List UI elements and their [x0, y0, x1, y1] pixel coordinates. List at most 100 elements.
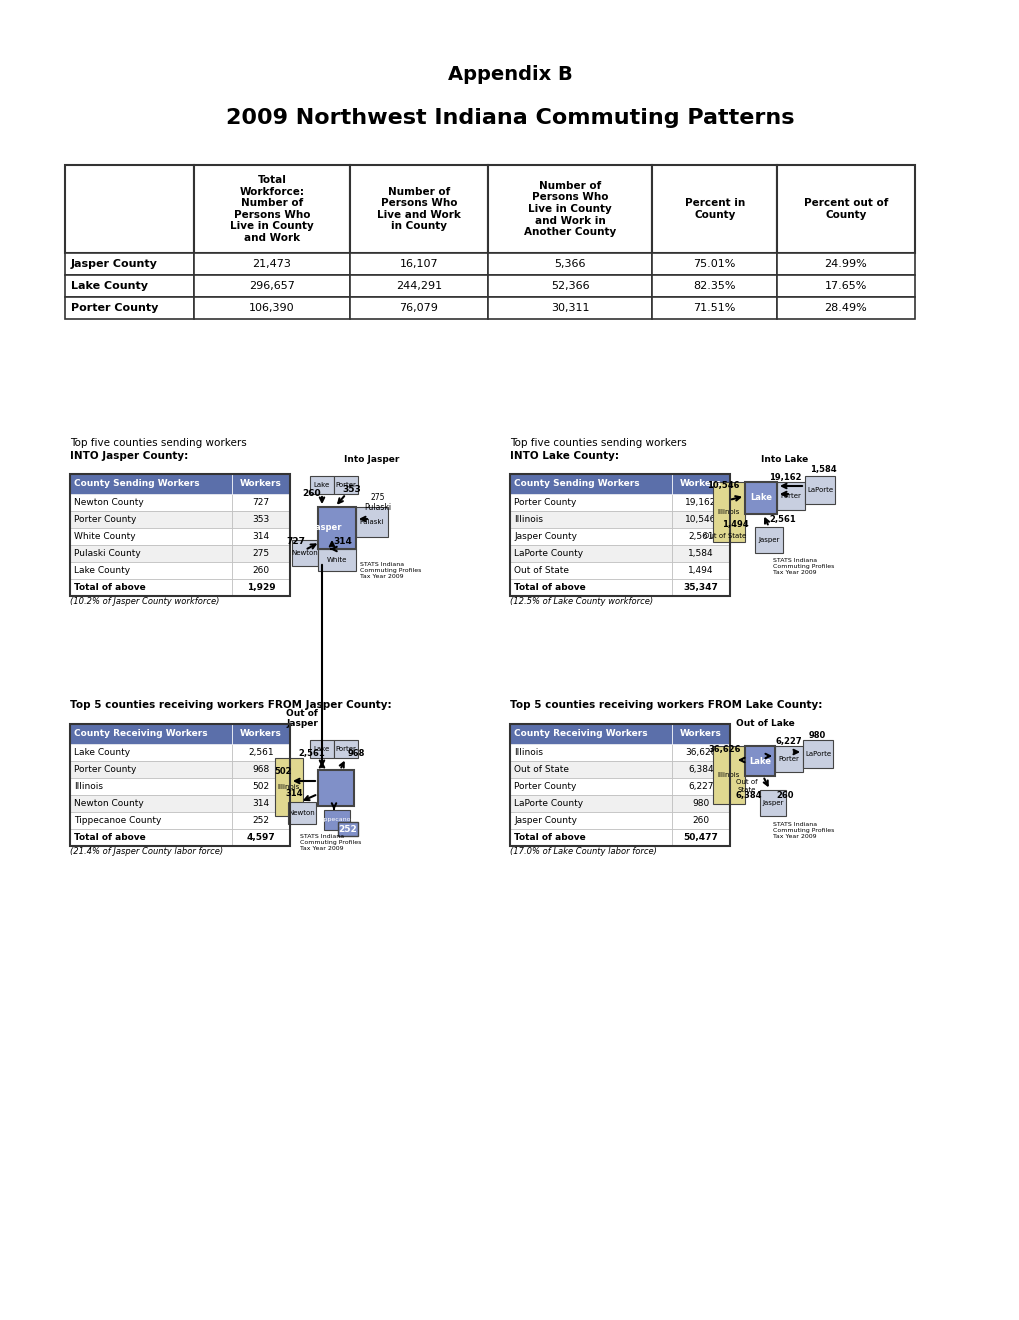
Text: White: White — [326, 557, 346, 564]
Text: Into Lake: Into Lake — [760, 455, 808, 465]
Text: STATS Indiana
Commuting Profiles
Tax Year 2009: STATS Indiana Commuting Profiles Tax Yea… — [772, 822, 834, 838]
Bar — [776, 165, 914, 253]
Bar — [744, 482, 776, 513]
Bar — [802, 741, 833, 768]
Bar — [510, 545, 672, 562]
Bar — [70, 494, 231, 511]
Text: County Receiving Workers: County Receiving Workers — [74, 730, 208, 738]
Bar — [318, 770, 354, 807]
Text: INTO Jasper County:: INTO Jasper County: — [70, 451, 189, 461]
Text: Top 5 counties receiving workers FROM Lake County:: Top 5 counties receiving workers FROM La… — [510, 700, 821, 710]
Text: Out of
Jasper: Out of Jasper — [285, 709, 318, 729]
Text: (21.4% of Jasper County labor force): (21.4% of Jasper County labor force) — [70, 847, 223, 855]
Bar — [356, 507, 387, 537]
Bar — [70, 579, 231, 597]
Bar — [487, 297, 652, 319]
Bar — [65, 275, 194, 297]
Text: (17.0% of Lake County labor force): (17.0% of Lake County labor force) — [510, 847, 656, 855]
Text: Illinois: Illinois — [717, 772, 740, 777]
Text: 36,626: 36,626 — [685, 748, 716, 756]
Text: Number of
Persons Who
Live and Work
in County: Number of Persons Who Live and Work in C… — [376, 186, 461, 231]
Bar — [672, 744, 730, 762]
Text: Newton County: Newton County — [74, 799, 144, 808]
Bar — [70, 474, 289, 597]
Bar — [231, 723, 289, 744]
Text: 19,162: 19,162 — [685, 498, 716, 507]
Text: INTO Lake County:: INTO Lake County: — [510, 451, 619, 461]
Text: Out of Lake: Out of Lake — [735, 719, 794, 729]
Bar — [672, 795, 730, 812]
Text: Jasper County: Jasper County — [514, 532, 577, 541]
Text: 314: 314 — [252, 532, 269, 541]
Text: 314: 314 — [285, 789, 303, 799]
Text: Porter County: Porter County — [514, 781, 576, 791]
Bar — [776, 275, 914, 297]
Text: 252: 252 — [253, 816, 269, 825]
Bar — [672, 777, 730, 795]
Text: Top five counties sending workers: Top five counties sending workers — [70, 438, 247, 447]
Text: 727: 727 — [252, 498, 269, 507]
Text: 2,561: 2,561 — [299, 748, 325, 758]
Text: 1,929: 1,929 — [247, 583, 275, 591]
Text: Porter: Porter — [777, 756, 799, 762]
Text: 252: 252 — [338, 825, 357, 833]
Text: County Sending Workers: County Sending Workers — [514, 479, 639, 488]
Bar — [333, 741, 358, 758]
Bar — [774, 746, 802, 772]
Bar — [231, 474, 289, 494]
Bar — [194, 165, 350, 253]
Text: Porter: Porter — [335, 482, 356, 488]
Text: 6,384: 6,384 — [688, 766, 713, 774]
Bar — [672, 579, 730, 597]
Bar — [510, 812, 672, 829]
Text: Percent in
County: Percent in County — [684, 198, 744, 220]
Text: Workers: Workers — [680, 479, 721, 488]
Text: (12.5% of Lake County workforce): (12.5% of Lake County workforce) — [510, 597, 652, 606]
Bar — [318, 549, 356, 572]
Bar — [804, 477, 835, 504]
Bar — [744, 746, 774, 776]
Bar — [672, 545, 730, 562]
Text: 16,107: 16,107 — [399, 259, 437, 269]
Text: 106,390: 106,390 — [249, 304, 294, 313]
Bar — [712, 746, 744, 804]
Text: 244,291: 244,291 — [395, 281, 441, 290]
Text: 1,584: 1,584 — [809, 465, 836, 474]
Text: 968: 968 — [347, 748, 365, 758]
Text: Lake: Lake — [749, 494, 771, 503]
Bar — [194, 253, 350, 275]
Bar — [776, 297, 914, 319]
Bar — [70, 795, 231, 812]
Text: Newton: Newton — [291, 550, 318, 556]
Bar — [510, 829, 672, 846]
Bar — [652, 165, 776, 253]
Bar — [510, 723, 672, 744]
Text: Porter County: Porter County — [74, 766, 137, 774]
Text: Total of above: Total of above — [514, 583, 585, 591]
Bar — [318, 507, 356, 549]
Text: Porter County: Porter County — [71, 304, 158, 313]
Bar — [776, 253, 914, 275]
Bar — [510, 474, 730, 597]
Text: Out of State: Out of State — [514, 566, 569, 576]
Text: LaPorte County: LaPorte County — [514, 799, 583, 808]
Bar — [510, 723, 730, 846]
Bar — [287, 803, 316, 824]
Text: 275
Pulaski: 275 Pulaski — [364, 492, 391, 512]
Text: 1,584: 1,584 — [688, 549, 713, 558]
Bar — [231, 511, 289, 528]
Text: Lake County: Lake County — [74, 566, 130, 576]
Bar — [231, 562, 289, 579]
Text: 4,597: 4,597 — [247, 833, 275, 842]
Text: Into Jasper: Into Jasper — [344, 455, 399, 465]
Bar — [70, 723, 289, 846]
Bar — [487, 253, 652, 275]
Bar — [350, 165, 487, 253]
Text: 50,477: 50,477 — [683, 833, 717, 842]
Bar — [65, 253, 194, 275]
Bar — [231, 829, 289, 846]
Bar — [672, 494, 730, 511]
Text: 10,546: 10,546 — [706, 480, 739, 490]
Text: Top five counties sending workers: Top five counties sending workers — [510, 438, 686, 447]
Text: 28.49%: 28.49% — [823, 304, 866, 313]
